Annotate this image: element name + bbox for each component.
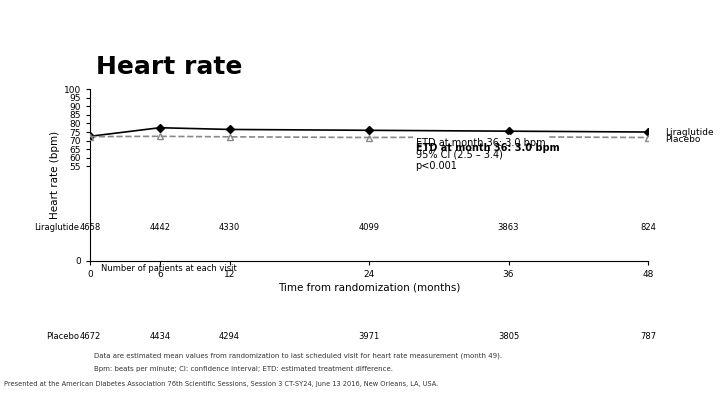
- Text: 4330: 4330: [219, 223, 240, 232]
- Text: 4658: 4658: [79, 223, 101, 232]
- Text: Number of patients at each visit: Number of patients at each visit: [101, 264, 237, 273]
- Text: 824: 824: [640, 223, 656, 232]
- Text: Placebo: Placebo: [46, 332, 79, 341]
- Text: 4099: 4099: [359, 223, 379, 232]
- Text: Bpm: beats per minute; CI: confidence interval; ETD: estimated treatment differe: Bpm: beats per minute; CI: confidence in…: [94, 366, 392, 372]
- Text: 4442: 4442: [149, 223, 170, 232]
- Text: 3805: 3805: [498, 332, 519, 341]
- Text: ETD at month 36: 3.0 bpm
95% CI (2.5 – 3.4)
p<0.001: ETD at month 36: 3.0 bpm 95% CI (2.5 – 3…: [415, 138, 545, 171]
- Text: Liraglutide: Liraglutide: [35, 223, 79, 232]
- Text: ®: ®: [36, 375, 43, 381]
- Text: LEADER: LEADER: [15, 358, 64, 368]
- Text: Presented at the American Diabetes Association 76th Scientific Sessions, Session: Presented at the American Diabetes Assoc…: [4, 381, 438, 387]
- Y-axis label: Heart rate (bpm): Heart rate (bpm): [50, 131, 60, 219]
- Text: 3971: 3971: [359, 332, 379, 341]
- X-axis label: Time from randomization (months): Time from randomization (months): [278, 283, 460, 293]
- Text: Data are estimated mean values from randomization to last scheduled visit for he: Data are estimated mean values from rand…: [94, 352, 502, 359]
- Text: 4434: 4434: [149, 332, 171, 341]
- Text: Placebo: Placebo: [665, 135, 701, 144]
- Text: 787: 787: [640, 332, 656, 341]
- Text: Liraglutide: Liraglutide: [665, 128, 714, 136]
- Text: 4294: 4294: [219, 332, 240, 341]
- Text: ETD at month 36: 3.0 bpm: ETD at month 36: 3.0 bpm: [415, 143, 559, 153]
- Text: 4672: 4672: [79, 332, 101, 341]
- Text: 3863: 3863: [498, 223, 519, 232]
- Text: Heart rate: Heart rate: [96, 55, 242, 79]
